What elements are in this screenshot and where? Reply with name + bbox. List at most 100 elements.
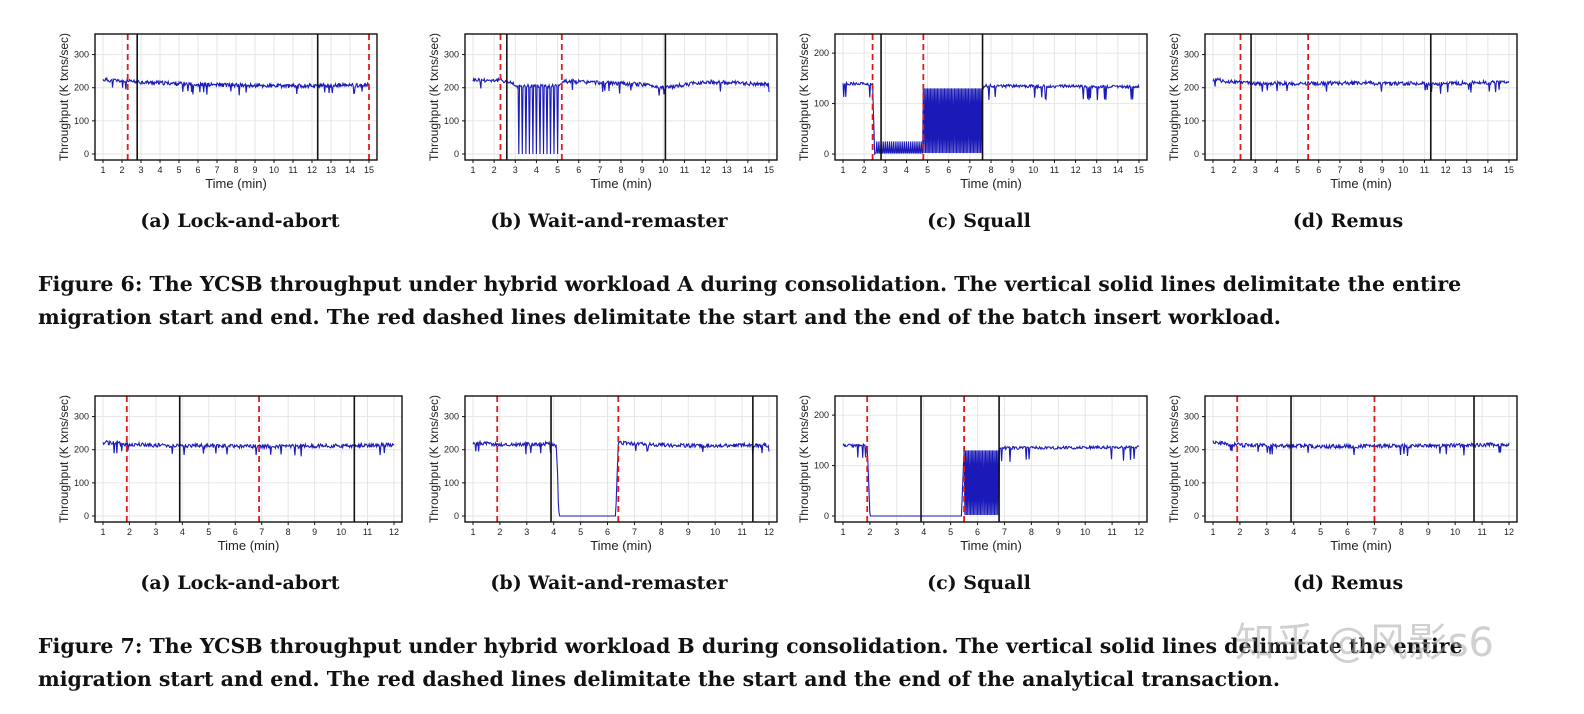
y-tick-label: 0: [454, 149, 459, 159]
y-tick-label: 200: [814, 410, 829, 420]
throughput-line: [842, 442, 1140, 517]
x-tick-label: 10: [1028, 165, 1038, 175]
y-tick-label: 100: [814, 99, 829, 109]
x-tick-label: 10: [1080, 527, 1090, 537]
x-tick-label: 12: [764, 527, 774, 537]
x-tick-label: 15: [764, 165, 774, 175]
fig6-subcaption-b: (b) Wait-and-remaster: [490, 210, 728, 232]
y-tick-label: 0: [454, 511, 459, 521]
x-tick-label: 1: [840, 165, 845, 175]
x-tick-label: 6: [975, 527, 980, 537]
fig7-subcaption-a: (a) Lock-and-abort: [140, 572, 340, 594]
fig6-subcaption-d: (d) Remus: [1292, 210, 1404, 232]
y-tick-label: 100: [444, 116, 459, 126]
x-tick-label: 1: [470, 527, 475, 537]
y-axis-label: Throughput (K txns/sec): [57, 395, 71, 523]
x-tick-label: 8: [1358, 165, 1363, 175]
x-tick-label: 2: [119, 165, 124, 175]
x-tick-label: 12: [1504, 527, 1514, 537]
x-tick-label: 1: [470, 165, 475, 175]
x-tick-label: 4: [551, 527, 556, 537]
y-tick-label: 100: [1184, 478, 1199, 488]
y-axis-label: Throughput (K txns/sec): [797, 33, 811, 161]
x-tick-label: 14: [1483, 165, 1493, 175]
x-tick-label: 4: [157, 165, 162, 175]
x-tick-label: 8: [1029, 527, 1034, 537]
x-tick-label: 5: [948, 527, 953, 537]
y-tick-label: 300: [444, 50, 459, 60]
x-tick-label: 9: [1056, 527, 1061, 537]
x-tick-label: 7: [214, 165, 219, 175]
x-tick-label: 11: [1050, 165, 1059, 175]
y-tick-label: 0: [84, 149, 89, 159]
y-tick-label: 0: [824, 149, 829, 159]
plot-frame: [1204, 395, 1518, 523]
plot-frame: [464, 395, 778, 523]
x-tick-label: 2: [1237, 527, 1242, 537]
x-tick-label: 6: [1316, 165, 1321, 175]
x-tick-label: 5: [578, 527, 583, 537]
x-tick-label: 9: [640, 165, 645, 175]
x-axis-label: Time (min): [218, 538, 280, 553]
x-tick-label: 6: [605, 527, 610, 537]
x-tick-label: 5: [1318, 527, 1323, 537]
x-tick-label: 1: [1210, 527, 1215, 537]
x-tick-label: 14: [1113, 165, 1123, 175]
y-tick-label: 300: [1184, 50, 1199, 60]
x-tick-label: 6: [946, 165, 951, 175]
x-tick-label: 5: [1295, 165, 1300, 175]
y-tick-label: 100: [444, 478, 459, 488]
x-axis-label: Time (min): [1330, 176, 1392, 191]
x-tick-label: 5: [555, 165, 560, 175]
x-tick-label: 15: [364, 165, 374, 175]
x-tick-label: 5: [925, 165, 930, 175]
x-tick-label: 9: [1426, 527, 1431, 537]
x-axis-label: Time (min): [960, 538, 1022, 553]
x-tick-label: 9: [252, 165, 257, 175]
x-tick-label: 12: [1071, 165, 1081, 175]
y-tick-label: 200: [444, 445, 459, 455]
x-tick-label: 7: [967, 165, 972, 175]
y-tick-label: 100: [74, 116, 89, 126]
x-tick-label: 11: [680, 165, 689, 175]
x-tick-label: 4: [1274, 165, 1279, 175]
x-tick-label: 1: [100, 165, 105, 175]
x-tick-label: 11: [1420, 165, 1429, 175]
x-tick-label: 7: [632, 527, 637, 537]
y-tick-label: 200: [1184, 83, 1199, 93]
y-tick-label: 300: [74, 50, 89, 60]
x-tick-label: 10: [710, 527, 720, 537]
x-tick-label: 7: [259, 527, 264, 537]
x-tick-label: 1: [840, 527, 845, 537]
x-tick-label: 11: [288, 165, 297, 175]
figure6-caption: Figure 6: The YCSB throughput under hybr…: [38, 268, 1568, 334]
x-tick-label: 9: [1380, 165, 1385, 175]
y-tick-label: 100: [74, 478, 89, 488]
throughput-line: [1212, 439, 1510, 456]
x-tick-label: 10: [1398, 165, 1408, 175]
x-tick-label: 11: [737, 527, 746, 537]
y-axis-label: Throughput (K txns/sec): [427, 33, 441, 161]
x-axis-label: Time (min): [205, 176, 267, 191]
throughput-line: [1212, 76, 1510, 94]
x-tick-label: 3: [894, 527, 899, 537]
y-tick-label: 200: [74, 445, 89, 455]
x-tick-label: 5: [176, 165, 181, 175]
throughput-line: [842, 80, 1140, 156]
x-tick-label: 2: [492, 165, 497, 175]
x-tick-label: 8: [1399, 527, 1404, 537]
x-tick-label: 11: [363, 527, 372, 537]
y-tick-label: 100: [1184, 116, 1199, 126]
x-tick-label: 13: [1092, 165, 1102, 175]
x-tick-label: 15: [1134, 165, 1144, 175]
x-tick-label: 2: [862, 165, 867, 175]
x-tick-label: 1: [1210, 165, 1215, 175]
x-tick-label: 6: [576, 165, 581, 175]
y-axis-label: Throughput (K txns/sec): [1167, 33, 1181, 161]
x-tick-label: 8: [233, 165, 238, 175]
